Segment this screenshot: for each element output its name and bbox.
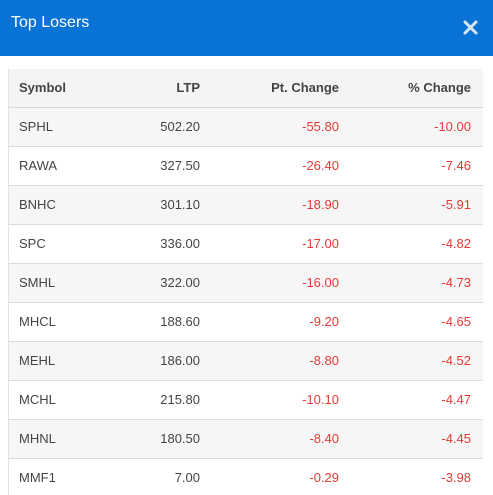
cell-ltp: 327.50 — [109, 146, 210, 186]
cell-symbol: BNHC — [9, 185, 109, 225]
cell-pt-change: -18.90 — [210, 185, 349, 225]
table-header-row: Symbol LTP Pt. Change % Change — [9, 69, 483, 108]
cell-pct-change: -4.65 — [349, 302, 483, 342]
cell-ltp: 336.00 — [109, 224, 210, 264]
cell-pct-change: -4.52 — [349, 341, 483, 381]
header-symbol[interactable]: Symbol — [9, 69, 109, 108]
cell-pct-change: -4.45 — [349, 419, 483, 459]
table-row[interactable]: SPHL 502.20 -55.80 -10.00 — [9, 107, 483, 147]
cell-ltp: 502.20 — [109, 107, 210, 147]
top-losers-table: Symbol LTP Pt. Change % Change SPHL 502.2… — [9, 69, 483, 495]
table-row[interactable]: MHCL 188.60 -9.20 -4.65 — [9, 302, 483, 342]
cell-symbol: MCHL — [9, 380, 109, 420]
cell-symbol: SPC — [9, 224, 109, 264]
modal-title: Top Losers — [11, 14, 90, 31]
table-row[interactable]: BNHC 301.10 -18.90 -5.91 — [9, 185, 483, 225]
cell-ltp: 188.60 — [109, 302, 210, 342]
header-ltp[interactable]: LTP — [109, 69, 210, 108]
cell-pt-change: -26.40 — [210, 146, 349, 186]
cell-pt-change: -16.00 — [210, 263, 349, 303]
table-row[interactable]: MEHL 186.00 -8.80 -4.52 — [9, 341, 483, 381]
cell-ltp: 180.50 — [109, 419, 210, 459]
modal-header: Top Losers — [0, 0, 493, 56]
cell-ltp: 322.00 — [109, 263, 210, 303]
table-row[interactable]: SMHL 322.00 -16.00 -4.73 — [9, 263, 483, 303]
cell-symbol: MHCL — [9, 302, 109, 342]
cell-pt-change: -0.29 — [309, 470, 339, 486]
table-row[interactable]: MCHL 215.80 -10.10 -4.47 — [9, 380, 483, 420]
cell-pct-change: -7.46 — [349, 146, 483, 186]
table-row[interactable]: SPC 336.00 -17.00 -4.82 — [9, 224, 483, 264]
header-pct-change[interactable]: % Change — [349, 69, 483, 108]
table-body: SPHL 502.20 -55.80 -10.00 RAWA 327.50 -26.40 -7… — [9, 107, 483, 495]
cell-pct-change: -5.91 — [349, 185, 483, 225]
cell-symbol: MEHL — [9, 341, 109, 381]
cell-ltp: 186.00 — [109, 341, 210, 381]
table-row[interactable]: RAWA 327.50 -26.40 -7.46 — [9, 146, 483, 186]
cell-pt-change: -8.40 — [210, 419, 349, 459]
cell-pt-change: -10.10 — [210, 380, 349, 420]
cell-pct-change: -4.82 — [349, 224, 483, 264]
table-row[interactable]: MHNL 180.50 -8.40 -4.45 — [9, 419, 483, 459]
header-pt-change[interactable]: Pt. Change — [210, 69, 349, 108]
cell-symbol: SMHL — [9, 263, 109, 303]
cell-pct-change: -3.98 — [441, 470, 471, 486]
table-row[interactable]: MMF1 7.00 -0.29 -3.98 — [9, 458, 483, 495]
cell-ltp: 7.00 — [174, 470, 200, 486]
cell-symbol: MMF1 — [19, 470, 56, 486]
cell-pt-change: -55.80 — [210, 107, 349, 147]
cell-pt-change: -17.00 — [210, 224, 349, 264]
cell-pct-change: -4.73 — [349, 263, 483, 303]
cell-pct-change: -10.00 — [349, 107, 483, 147]
close-icon — [463, 20, 477, 34]
cell-pt-change: -8.80 — [210, 341, 349, 381]
cell-ltp: 301.10 — [109, 185, 210, 225]
cell-symbol: MHNL — [9, 419, 109, 459]
cell-ltp: 215.80 — [109, 380, 210, 420]
cell-pt-change: -9.20 — [210, 302, 349, 342]
cell-symbol: SPHL — [9, 107, 109, 147]
cell-symbol: RAWA — [9, 146, 109, 186]
close-button[interactable] — [459, 14, 481, 40]
cell-pct-change: -4.47 — [349, 380, 483, 420]
top-losers-table-container: Symbol LTP Pt. Change % Change SPHL 502.2… — [8, 69, 483, 495]
